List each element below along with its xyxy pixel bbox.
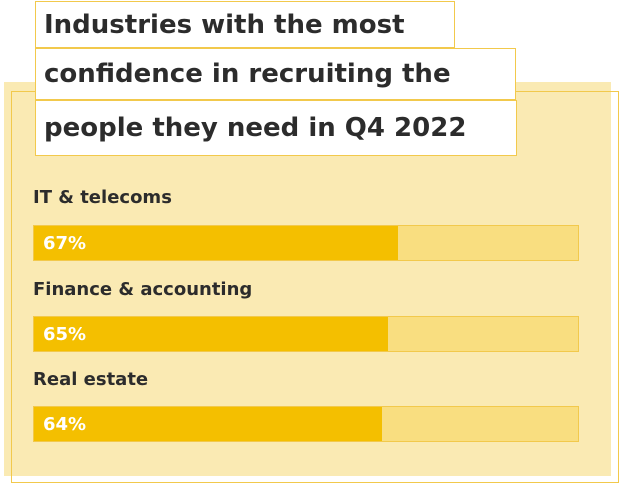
chart-title-line-1: Industries with the most [35,1,455,48]
chart-title-line-3: people they need in Q4 2022 [35,100,517,156]
category-label-finance-accounting: Finance & accounting [33,279,253,300]
chart-title-line-2: confidence in recruiting the [35,48,516,100]
bar-track-it-telecoms: 67% [33,225,579,261]
data-label-real-estate: 64% [43,413,87,435]
bar-finance-accounting [34,317,388,351]
bar-track-finance-accounting: 65% [33,316,579,352]
data-label-it-telecoms: 67% [43,232,87,254]
bar-real-estate [34,407,383,441]
category-label-it-telecoms: IT & telecoms [33,187,172,208]
data-label-finance-accounting: 65% [43,323,87,345]
bar-track-real-estate: 64% [33,406,579,442]
category-label-real-estate: Real estate [33,369,149,390]
bar-it-telecoms [34,226,399,260]
